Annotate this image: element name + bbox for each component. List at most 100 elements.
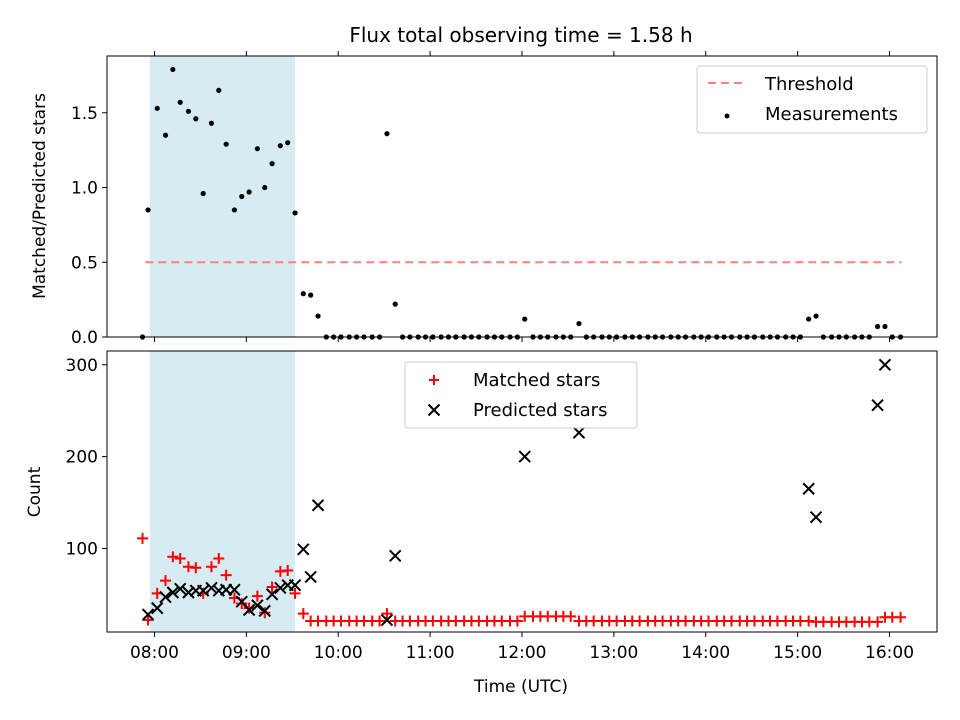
matched-star-point bbox=[213, 553, 225, 565]
matched-star-point bbox=[289, 587, 301, 599]
predicted-star-point bbox=[242, 603, 256, 617]
measurement-point bbox=[193, 116, 199, 122]
measurement-point bbox=[806, 316, 812, 322]
matched-star-point bbox=[381, 608, 393, 620]
predicted-star-point bbox=[173, 582, 187, 596]
measurement-point bbox=[216, 87, 222, 93]
measurement-point bbox=[874, 323, 881, 330]
matched-star-point bbox=[142, 614, 154, 626]
top-legend: Threshold Measurements bbox=[696, 65, 928, 134]
bottom-panel: 08:00 09:00 10:00 11:00 12:00 13:00 14:00 15:00… bbox=[25, 350, 938, 697]
measurement-point bbox=[576, 320, 582, 327]
matched-star-point bbox=[220, 569, 232, 581]
matched-star-point bbox=[174, 553, 186, 565]
measurement-point bbox=[269, 161, 275, 167]
matched-star-point bbox=[374, 615, 386, 627]
matched-star-point bbox=[137, 532, 149, 544]
top-x-ticks bbox=[153, 51, 891, 342]
measurements-legend-swatch bbox=[724, 113, 730, 119]
predicted-star-point bbox=[228, 583, 241, 596]
measurement-point bbox=[145, 207, 151, 213]
measurement-point bbox=[315, 313, 321, 319]
predicted-star-point bbox=[297, 543, 310, 556]
matched-star-point bbox=[243, 602, 255, 614]
predicted-star-point bbox=[518, 450, 531, 463]
matched-star-point bbox=[297, 608, 309, 620]
y-tick-label: 0.5 bbox=[71, 253, 98, 273]
matched-star-point bbox=[205, 561, 217, 573]
predicted-star-point bbox=[871, 398, 884, 412]
predicted-star-point bbox=[878, 358, 892, 371]
matched-star-point bbox=[282, 564, 294, 576]
measurement-point bbox=[185, 108, 192, 114]
predicted-star-point bbox=[288, 578, 302, 592]
predicted-star-point bbox=[166, 586, 180, 599]
predicted-legend-label: Predicted stars bbox=[473, 400, 607, 421]
y-tick-label: 1.0 bbox=[71, 179, 98, 199]
bottom-y-axis-label: Count bbox=[25, 466, 45, 517]
matched-star-point bbox=[266, 581, 278, 593]
matched-star-point bbox=[511, 615, 523, 627]
measurement-point bbox=[200, 190, 206, 197]
matched-star-point bbox=[251, 590, 263, 602]
predicted-star-point bbox=[196, 584, 210, 597]
measurement-point bbox=[177, 99, 183, 105]
bottom-shaded-region bbox=[149, 351, 296, 632]
matched-star-point bbox=[190, 562, 202, 574]
measurement-point bbox=[882, 323, 888, 330]
top-y-ticks: 0.0 0.5 1.0 1.5 bbox=[71, 104, 107, 348]
predicted-star-point bbox=[159, 590, 172, 604]
measurement-point bbox=[308, 292, 314, 298]
predicted-star-point bbox=[304, 570, 317, 584]
bottom-count-points bbox=[137, 358, 907, 628]
matched-star-point bbox=[872, 616, 884, 628]
measurement-point bbox=[277, 143, 283, 149]
threshold-legend-label: Threshold bbox=[764, 74, 854, 95]
predicted-star-point bbox=[205, 581, 218, 595]
x-tick-label: 13:00 bbox=[589, 643, 638, 663]
measurement-point bbox=[231, 207, 238, 213]
measurement-point bbox=[208, 120, 215, 126]
predicted-star-point bbox=[572, 426, 586, 439]
predicted-star-point bbox=[802, 482, 815, 495]
bottom-y-ticks: 100 200 300 bbox=[66, 356, 107, 559]
matched-star-point bbox=[895, 611, 907, 623]
predicted-star-point bbox=[388, 549, 402, 562]
measurement-point bbox=[239, 193, 245, 200]
bottom-legend-box bbox=[404, 361, 638, 429]
x-tick-label: 16:00 bbox=[865, 643, 914, 663]
x-axis-label: Time (UTC) bbox=[473, 677, 568, 697]
x-tick-label: 12:00 bbox=[498, 643, 547, 663]
x-tick-label: 09:00 bbox=[222, 643, 271, 663]
matched-star-point bbox=[236, 598, 248, 610]
matched-star-point bbox=[160, 575, 172, 587]
x-tick-label: 15:00 bbox=[773, 643, 822, 663]
measurement-point bbox=[223, 141, 229, 147]
measurement-point bbox=[262, 184, 268, 191]
x-tick-label: 11:00 bbox=[406, 643, 455, 663]
measurement-point bbox=[170, 66, 176, 73]
predicted-star-point bbox=[258, 604, 271, 618]
measurement-point bbox=[522, 316, 528, 322]
predicted-star-point bbox=[274, 581, 287, 595]
matched-legend-swatch bbox=[429, 375, 439, 385]
predicted-star-point bbox=[265, 588, 279, 601]
top-shaded-region bbox=[149, 56, 296, 337]
predicted-legend-swatch bbox=[427, 403, 441, 417]
predicted-star-point bbox=[380, 613, 394, 627]
predicted-star-point bbox=[311, 499, 325, 512]
y-tick-label: 1.5 bbox=[71, 104, 98, 124]
y-tick-label: 100 bbox=[66, 539, 98, 559]
chart-title: Flux total observing time = 1.58 h bbox=[349, 23, 692, 47]
bottom-legend: Matched stars Predicted stars bbox=[404, 361, 638, 429]
measurement-point bbox=[813, 313, 819, 319]
measurement-point bbox=[292, 210, 298, 216]
x-tick-label: 08:00 bbox=[130, 643, 179, 663]
matched-star-point bbox=[565, 610, 577, 622]
y-tick-label: 200 bbox=[66, 448, 98, 468]
measurement-point bbox=[300, 291, 306, 297]
predicted-star-point bbox=[182, 586, 195, 599]
predicted-star-point bbox=[141, 608, 155, 621]
matched-legend-label: Matched stars bbox=[473, 370, 600, 391]
